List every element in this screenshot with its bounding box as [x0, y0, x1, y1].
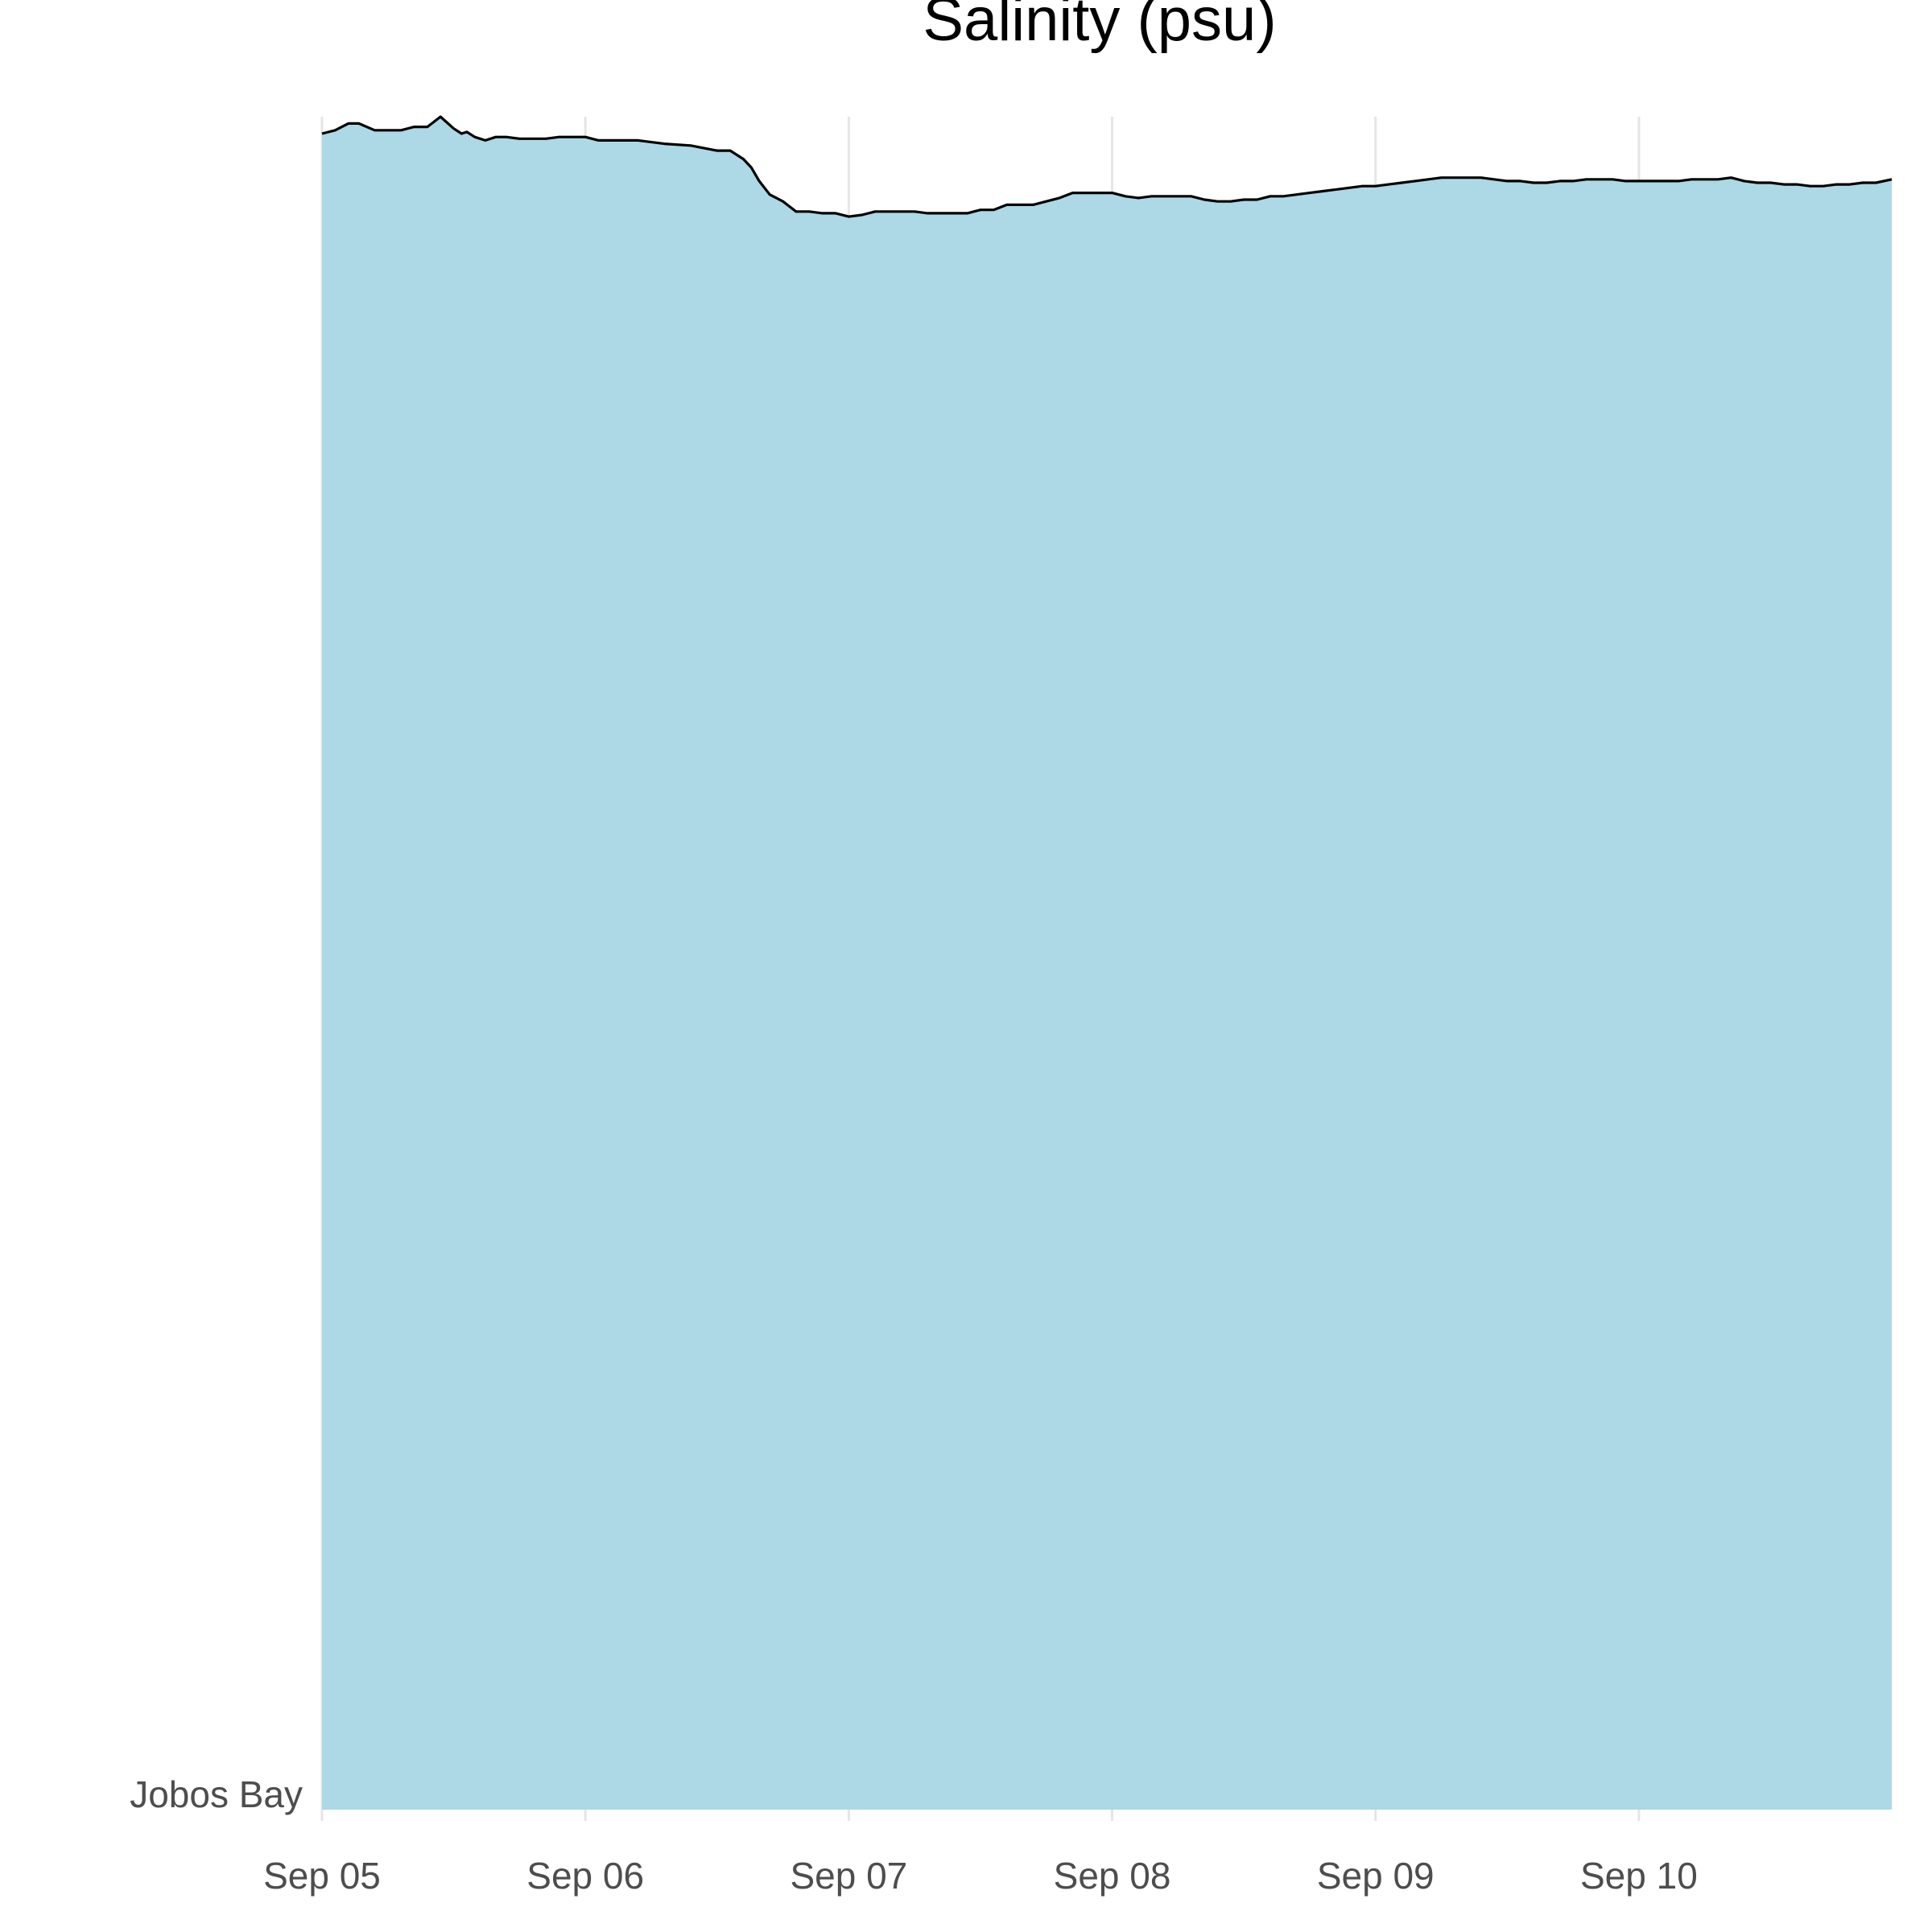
x-tick-label: Sep 05 [263, 1855, 381, 1897]
x-tick-label: Sep 08 [1054, 1855, 1171, 1897]
x-tick-label: Sep 06 [526, 1855, 644, 1897]
salinity-area-fill [322, 117, 1892, 1810]
x-tick-label: Sep 10 [1580, 1855, 1698, 1897]
x-tick-labels: Sep 05 Sep 06 Sep 07 Sep 08 Sep 09 Sep 10 [263, 1855, 1698, 1897]
chart-title: Salinity (psu) [923, 0, 1276, 54]
salinity-line [321, 115, 1893, 218]
x-tick-label: Sep 09 [1317, 1855, 1435, 1897]
x-tick-label: Sep 07 [790, 1855, 907, 1897]
y-tick-label: Jobos Bay [130, 1773, 303, 1815]
